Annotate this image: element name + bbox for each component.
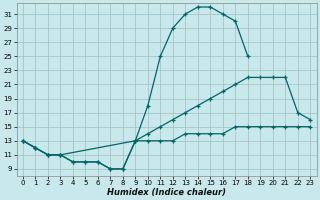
X-axis label: Humidex (Indice chaleur): Humidex (Indice chaleur) bbox=[107, 188, 226, 197]
